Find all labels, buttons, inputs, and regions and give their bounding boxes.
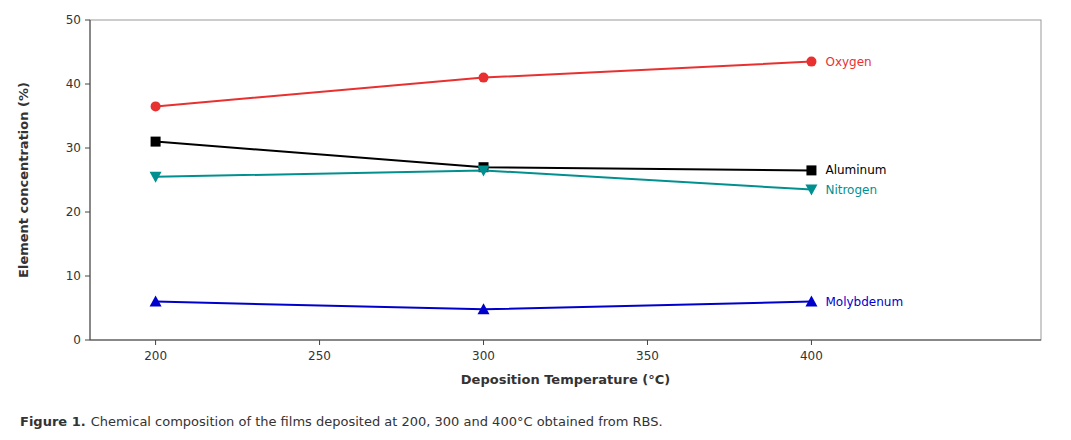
- series-label: Oxygen: [825, 55, 871, 69]
- series-label: Nitrogen: [825, 183, 877, 197]
- x-axis-label: Deposition Temperature (°C): [461, 372, 670, 387]
- series-marker: [478, 303, 490, 314]
- x-tick-label: 400: [800, 349, 823, 363]
- series-marker: [479, 73, 489, 83]
- y-tick: [85, 340, 90, 341]
- series-marker: [151, 137, 161, 147]
- x-tick-label: 300: [472, 349, 495, 363]
- series-marker: [150, 296, 162, 307]
- x-tick: [811, 340, 812, 345]
- y-tick: [85, 84, 90, 85]
- series-marker: [805, 185, 817, 196]
- series-marker: [806, 165, 816, 175]
- x-tick: [155, 340, 156, 345]
- plot-area: [150, 57, 818, 315]
- x-axis-line: [90, 340, 1041, 341]
- chart: 200 250 300 350 400 0 10 20 30 40 50 Deposition Tem…: [0, 0, 1071, 440]
- series-marker: [150, 172, 162, 183]
- series-label: Molybdenum: [825, 295, 903, 309]
- plot-frame: [90, 20, 1041, 340]
- y-tick-label: 20: [66, 205, 81, 219]
- y-tick: [85, 212, 90, 213]
- y-tick-label: 50: [66, 13, 81, 27]
- y-tick: [85, 20, 90, 21]
- series-marker: [151, 101, 161, 111]
- caption-part: Figure 1.: [20, 414, 86, 429]
- x-tick: [319, 340, 320, 345]
- series-label: Aluminum: [825, 163, 886, 177]
- caption-part: Chemical composition of the films deposi…: [91, 414, 663, 429]
- y-tick-label: 10: [66, 269, 81, 283]
- series-marker: [805, 296, 817, 307]
- series-line: [156, 62, 812, 107]
- y-axis-label: Element concentration (%): [16, 82, 31, 278]
- y-tick-label: 30: [66, 141, 81, 155]
- y-tick: [85, 148, 90, 149]
- series-marker: [478, 165, 490, 176]
- y-tick-label: 0: [73, 333, 81, 347]
- x-tick-label: 350: [636, 349, 659, 363]
- y-tick: [85, 276, 90, 277]
- y-axis-line: [90, 20, 91, 340]
- x-tick-label: 250: [308, 349, 331, 363]
- y-tick-label: 40: [66, 77, 81, 91]
- x-tick: [647, 340, 648, 345]
- x-tick-label: 200: [144, 349, 167, 363]
- x-tick: [483, 340, 484, 345]
- series-marker: [806, 57, 816, 67]
- caption: Figure 1. Chemical composition of the fil…: [20, 414, 663, 429]
